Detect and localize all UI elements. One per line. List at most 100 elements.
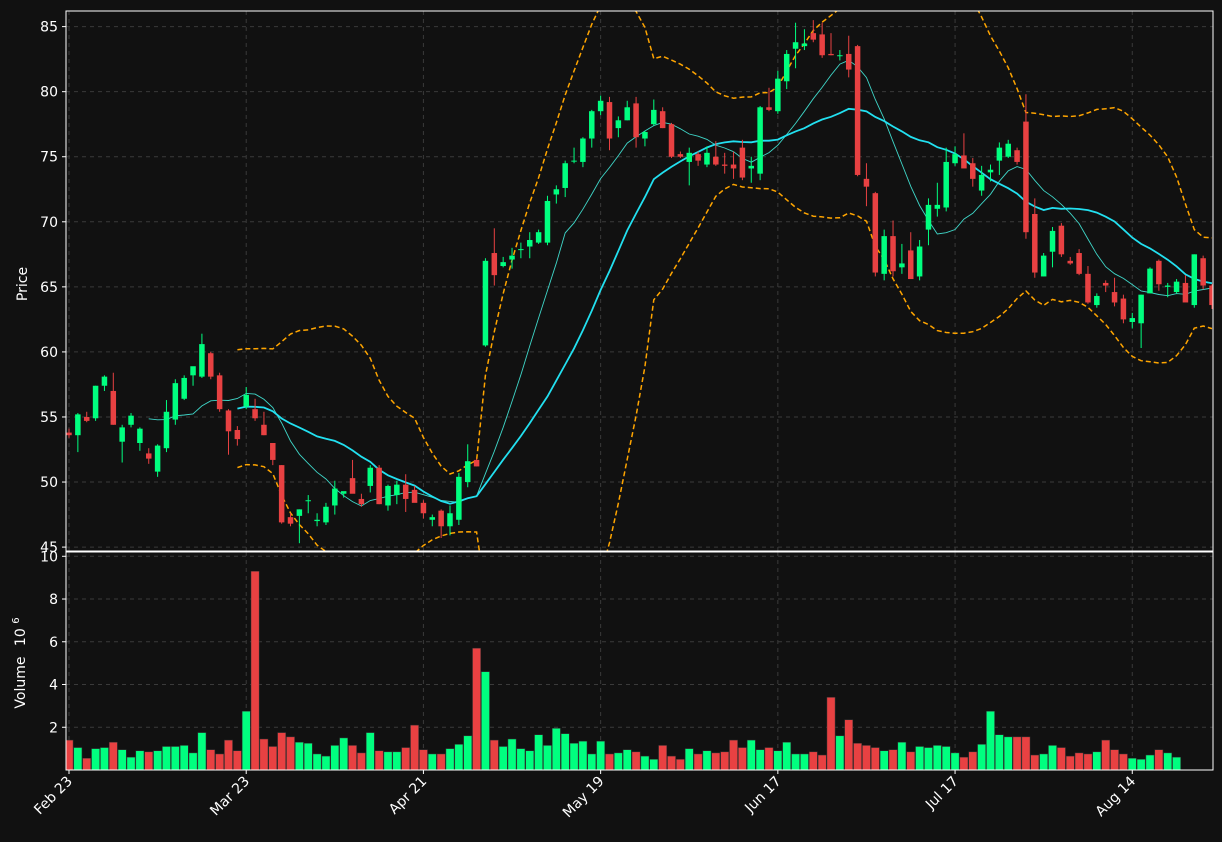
volume-bar bbox=[286, 736, 295, 770]
volume-bar bbox=[463, 735, 473, 770]
volume-bar bbox=[1145, 754, 1155, 770]
candle-body bbox=[429, 517, 436, 520]
candle-body bbox=[757, 107, 763, 174]
candle-body bbox=[1040, 255, 1047, 277]
volume-bar bbox=[587, 753, 597, 770]
candle-body bbox=[890, 236, 896, 272]
volume-bar bbox=[605, 753, 614, 770]
candle-body bbox=[243, 394, 249, 407]
candle-body bbox=[916, 246, 923, 277]
candle-body bbox=[1164, 285, 1171, 287]
volume-bar bbox=[676, 759, 685, 770]
volume-bar bbox=[153, 750, 162, 770]
volume-bar bbox=[516, 748, 526, 770]
price-tick-label: 65 bbox=[40, 280, 58, 296]
volume-bar bbox=[631, 751, 641, 770]
volume-bar bbox=[108, 741, 118, 770]
volume-bar bbox=[1083, 753, 1093, 770]
candle-body bbox=[75, 414, 81, 436]
volume-bar bbox=[649, 759, 659, 770]
volume-bar bbox=[1163, 752, 1173, 770]
volume-bar bbox=[897, 741, 907, 770]
volume-bar bbox=[729, 739, 738, 770]
volume-bar bbox=[543, 745, 552, 770]
volume-bar bbox=[383, 751, 393, 770]
volume-bar bbox=[215, 753, 224, 770]
volume-bar bbox=[330, 745, 340, 770]
volume-bar bbox=[755, 749, 765, 770]
candle-body bbox=[314, 519, 320, 522]
volume-bar bbox=[720, 751, 730, 770]
volume-bar bbox=[534, 734, 543, 770]
volume-bar bbox=[959, 756, 969, 770]
volume-bar bbox=[968, 751, 978, 770]
candle-body bbox=[119, 427, 125, 442]
candle-body bbox=[66, 432, 72, 436]
candle-body bbox=[1111, 292, 1118, 303]
volume-bar bbox=[791, 753, 800, 770]
candle-body bbox=[1049, 230, 1056, 252]
candle-body bbox=[376, 467, 382, 505]
candle-body bbox=[145, 453, 152, 459]
volume-bar bbox=[1021, 736, 1031, 770]
candle-body bbox=[606, 102, 613, 139]
volume-bar bbox=[100, 747, 109, 770]
candle-body bbox=[996, 147, 1003, 161]
candle-body bbox=[775, 78, 781, 112]
candle-body bbox=[216, 375, 223, 410]
candle-body bbox=[1085, 273, 1091, 303]
candle-body bbox=[1076, 253, 1082, 274]
volume-bar bbox=[339, 737, 349, 770]
candle-body bbox=[234, 429, 241, 440]
volume-axis-exponent-base: 10 bbox=[13, 628, 29, 646]
volume-bar bbox=[224, 739, 233, 770]
volume-bar bbox=[995, 734, 1004, 770]
volume-bar bbox=[782, 741, 792, 770]
volume-bar bbox=[303, 743, 313, 770]
volume-bar bbox=[614, 752, 623, 770]
candle-body bbox=[1147, 268, 1153, 294]
candle-body bbox=[172, 383, 179, 420]
candle-body bbox=[527, 240, 533, 247]
candle-body bbox=[580, 138, 586, 162]
candle-body bbox=[181, 377, 187, 399]
candle-body bbox=[411, 489, 418, 503]
candle-body bbox=[1209, 285, 1213, 306]
candle-body bbox=[1032, 213, 1038, 273]
candle-body bbox=[899, 263, 905, 268]
volume-bar bbox=[835, 735, 845, 770]
candle-body bbox=[456, 476, 462, 520]
candle-body bbox=[908, 250, 914, 280]
candle-body bbox=[323, 506, 329, 523]
volume-bar bbox=[1127, 757, 1137, 770]
candle-body bbox=[1014, 150, 1020, 162]
candle-body bbox=[1173, 281, 1180, 293]
volume-bar bbox=[392, 751, 402, 770]
candle-body bbox=[518, 249, 524, 251]
candle-body bbox=[163, 411, 170, 449]
volume-bar bbox=[401, 747, 411, 770]
price-tick-label: 60 bbox=[40, 345, 58, 361]
candle-body bbox=[1058, 225, 1065, 255]
candle-body bbox=[624, 107, 630, 121]
price-tick-label: 50 bbox=[40, 475, 58, 491]
volume-bar bbox=[569, 743, 579, 770]
volume-bar bbox=[179, 745, 189, 770]
candle-body bbox=[1120, 298, 1127, 320]
candle-body bbox=[863, 178, 870, 187]
volume-bar bbox=[800, 753, 809, 770]
volume-bar bbox=[197, 732, 207, 770]
long-moving-average-line bbox=[237, 107, 1213, 505]
volume-bar bbox=[321, 755, 331, 770]
volume-bar bbox=[986, 710, 995, 770]
candle-body bbox=[500, 262, 506, 267]
candle-body bbox=[544, 200, 551, 243]
volume-bar bbox=[1110, 749, 1119, 770]
candle-body bbox=[704, 152, 710, 165]
candle-body bbox=[854, 46, 861, 175]
volume-bar bbox=[144, 751, 154, 770]
candle-body bbox=[110, 390, 117, 425]
candle-body bbox=[597, 100, 604, 112]
volume-tick-label: 6 bbox=[49, 635, 58, 651]
